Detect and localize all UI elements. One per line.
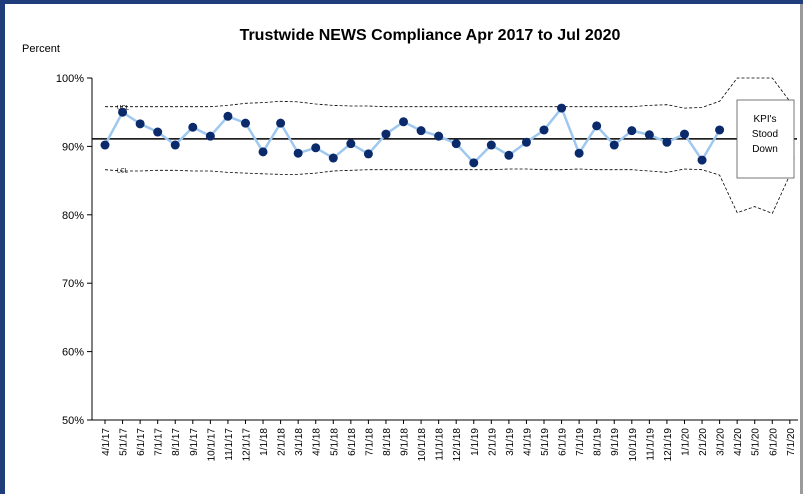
x-tick-label: 12/1/17 [241,428,252,462]
x-tick-label: 3/1/20 [716,428,727,456]
data-point [170,140,180,150]
x-tick-label: 12/1/18 [452,428,463,462]
y-tick-label: 50% [62,415,84,427]
y-tick-label: 80% [62,210,84,222]
x-tick-label: 7/1/18 [364,428,375,456]
x-tick-label: 12/1/19 [663,428,674,462]
data-point [311,143,321,153]
x-tick-label: 2/1/18 [277,428,288,456]
x-tick-label: 7/1/20 [786,428,797,456]
data-point [434,131,444,141]
x-tick-label: 11/1/17 [224,428,235,461]
data-point [539,125,549,135]
x-tick-label: 5/1/17 [119,428,130,456]
frame-right [800,4,803,494]
data-point [363,149,373,159]
x-tick-label: 7/1/19 [575,428,586,456]
y-axis-label: Percent [22,43,60,55]
data-point [188,122,198,132]
y-tick-label: 100% [56,73,84,85]
x-tick-label: 4/1/20 [733,428,744,456]
chart-title: Trustwide NEWS Compliance Apr 2017 to Ju… [240,27,621,44]
x-tick-label: 5/1/18 [329,428,340,456]
data-point [644,130,654,140]
data-point [697,155,707,165]
data-point [627,126,637,136]
annotation: KPI's Stood Down [752,114,778,155]
data-point [662,137,672,147]
ucl-line [105,77,791,109]
data-point [276,118,286,128]
x-tick-label: 9/1/19 [610,428,621,456]
data-point [486,140,496,150]
x-tick-label: 8/1/19 [593,428,604,456]
x-tick-label: 2/1/20 [698,428,709,456]
x-tick-label: 1/1/18 [259,428,270,456]
x-tick-label: 5/1/20 [751,428,762,456]
data-point [328,153,338,163]
data-point [205,131,215,141]
data-point [153,127,163,137]
x-tick-label: 8/1/17 [171,428,182,456]
data-point [223,111,233,121]
x-tick-label: 6/1/20 [768,428,779,456]
data-point [504,150,514,160]
x-tick-label: 11/1/19 [645,428,656,461]
lcl-line [104,168,791,214]
data-point [469,158,479,168]
data-point [381,129,391,139]
x-tick-label: 11/1/18 [435,428,446,461]
data-point [346,139,356,149]
data-point [679,129,689,139]
x-tick-label: 5/1/19 [540,428,551,456]
data-point [521,137,531,147]
y-tick-label: 60% [62,347,84,359]
x-tick-label: 10/1/17 [206,428,217,462]
x-tick-label: 4/1/18 [312,428,323,456]
y-tick-label: 70% [62,278,84,290]
data-point [293,148,303,158]
data-point [609,140,619,150]
data-point [574,148,584,158]
x-tick-label: 4/1/19 [522,428,533,456]
y-tick-label: 90% [62,141,84,153]
x-tick-label: 8/1/18 [382,428,393,456]
x-tick-label: 4/1/17 [101,428,112,456]
x-tick-label: 6/1/17 [136,428,147,456]
x-tick-label: 1/1/20 [680,428,691,456]
x-tick-label: 6/1/19 [558,428,569,456]
x-tick-label: 1/1/19 [470,428,481,456]
x-tick-label: 9/1/17 [189,428,200,456]
annotation-box [736,99,795,179]
x-tick-label: 6/1/18 [347,428,358,456]
x-tick-label: 10/1/19 [628,428,639,462]
data-point [592,121,602,131]
data-point [118,107,128,117]
data-point [416,126,426,136]
x-tick-label: 3/1/18 [294,428,305,456]
data-point [557,103,567,113]
data-point [100,140,110,150]
data-point [258,147,268,157]
x-tick-label: 7/1/17 [154,428,165,456]
frame-top [0,0,803,4]
x-tick-label: 9/1/18 [400,428,411,456]
data-point [451,139,461,149]
data-point [715,125,725,135]
x-tick-label: 3/1/19 [505,428,516,456]
data-point [399,117,409,127]
lcl-label: LCL [117,169,129,175]
data-point [240,118,250,128]
x-tick-label: 10/1/18 [417,428,428,462]
data-point [135,119,145,129]
frame-left [0,0,5,494]
x-tick-label: 2/1/19 [487,428,498,456]
